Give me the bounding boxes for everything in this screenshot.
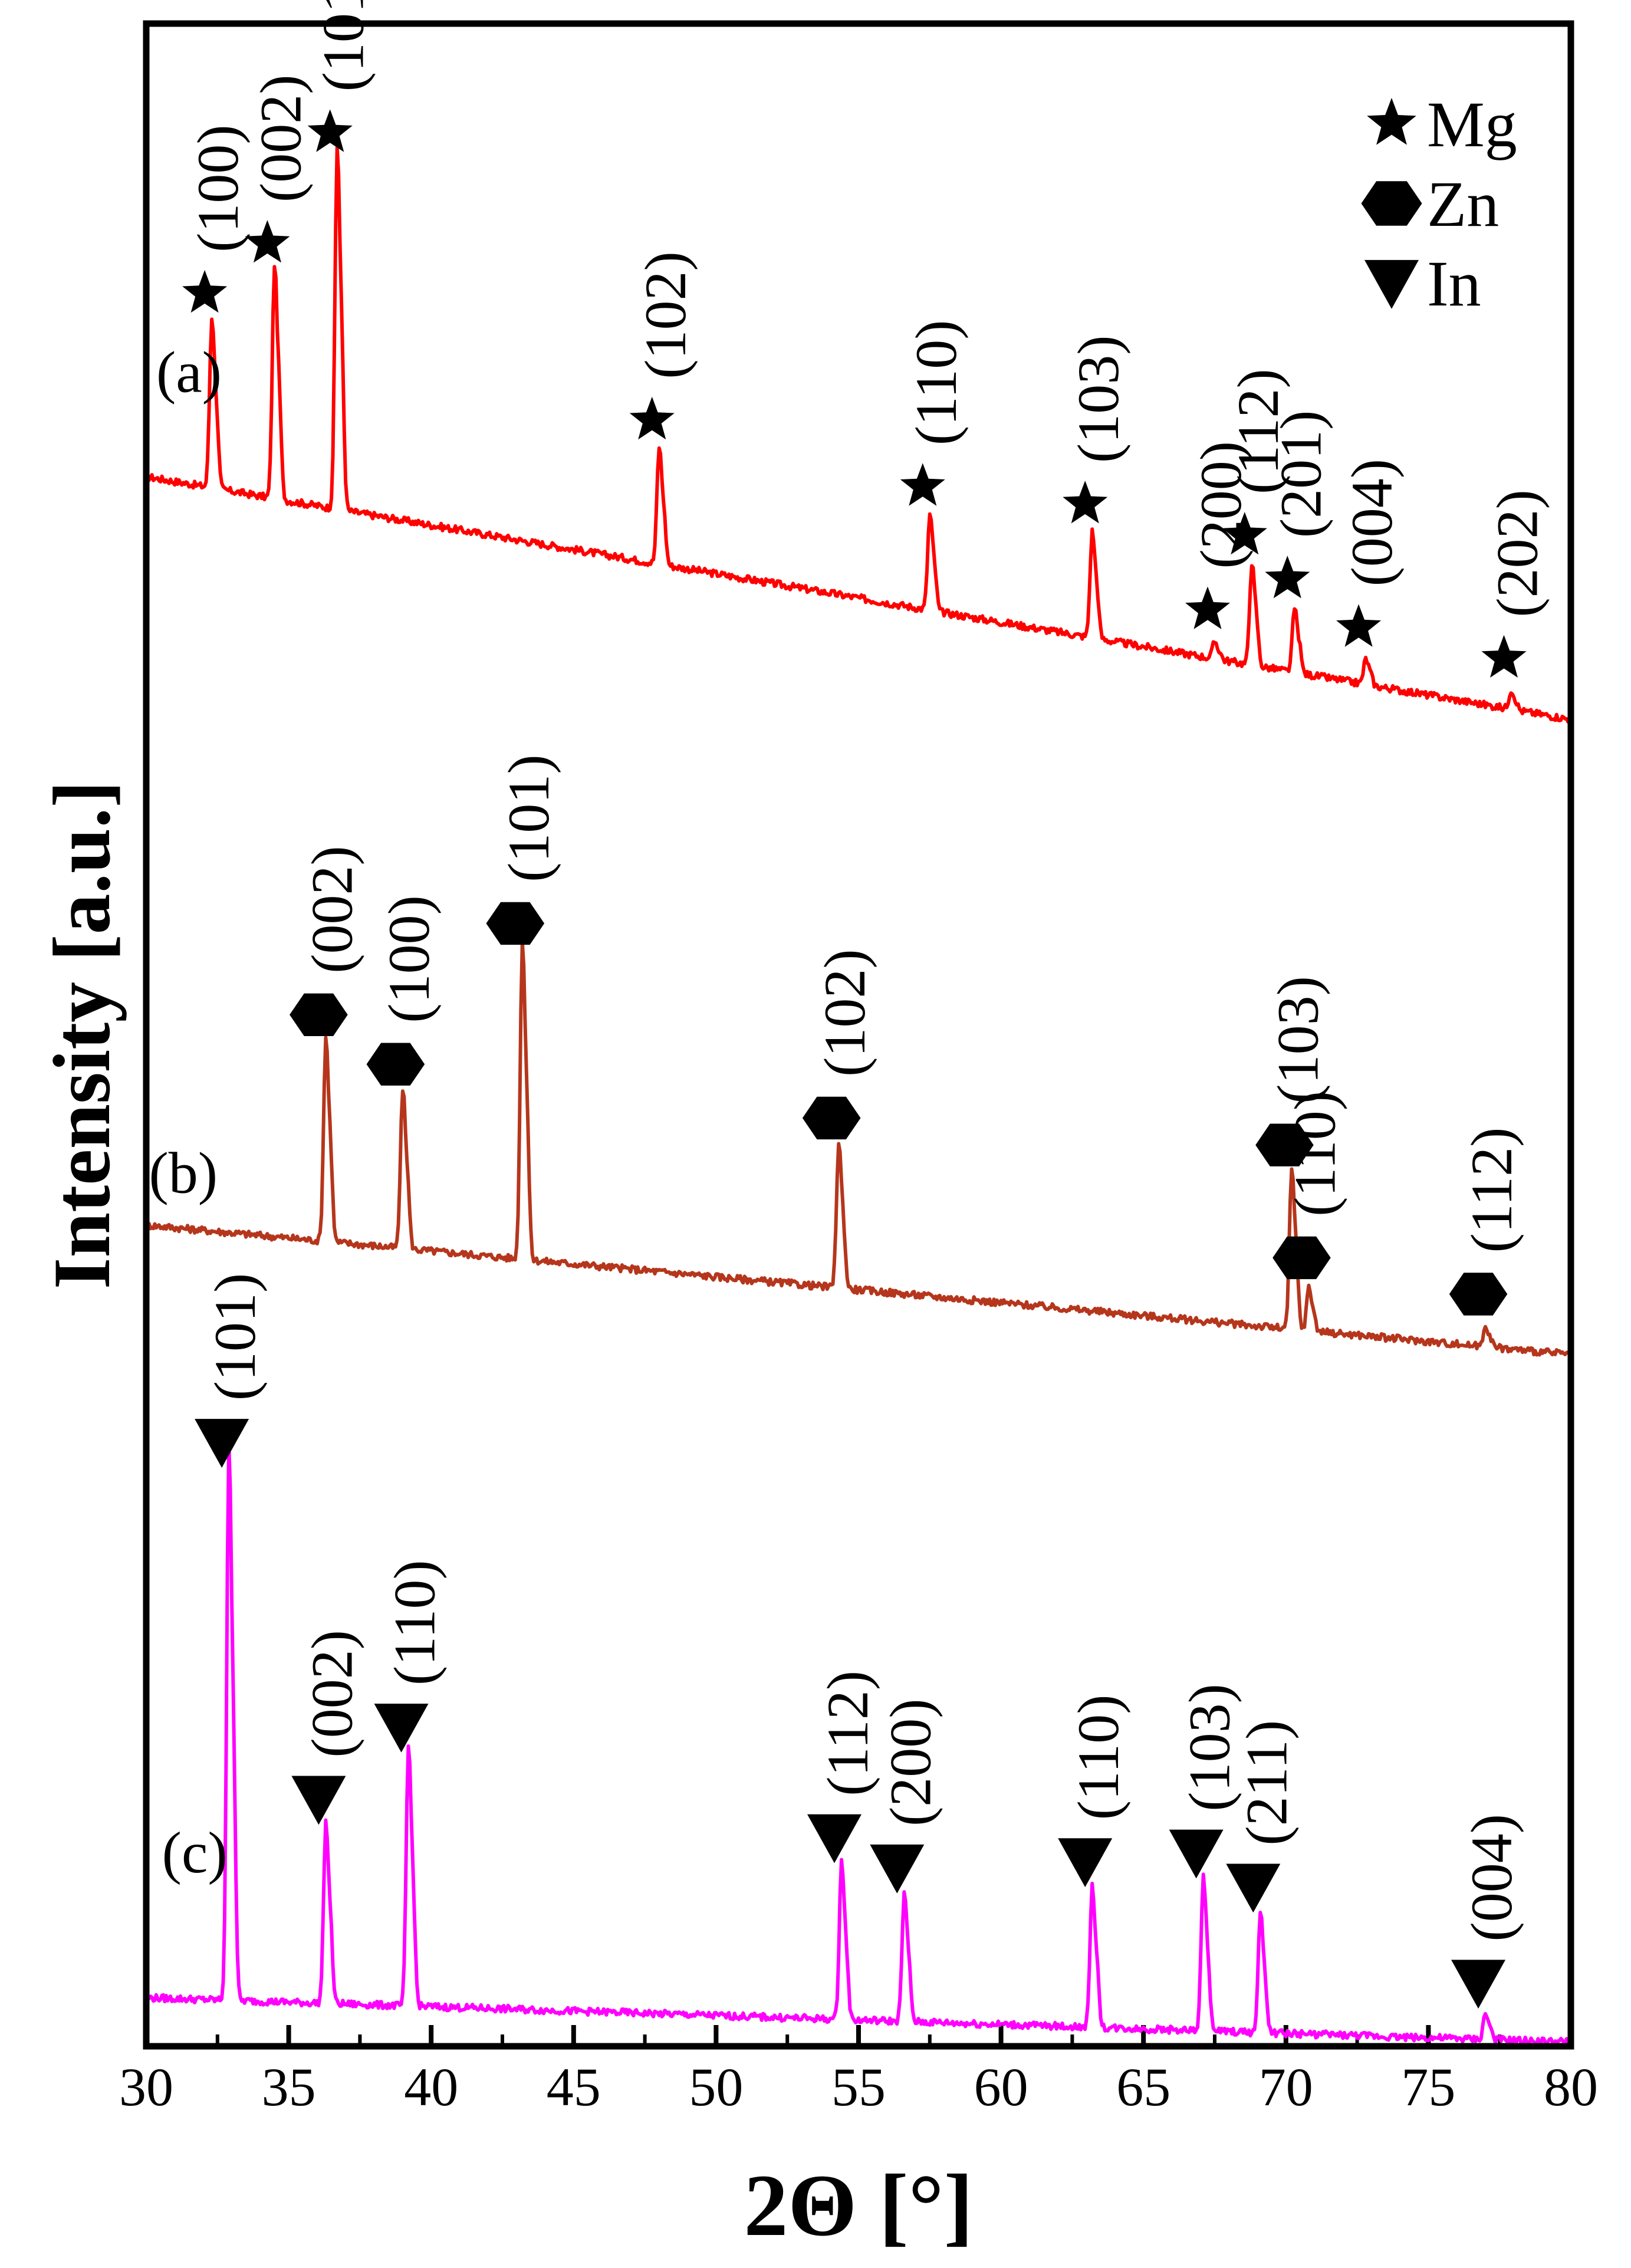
peak-marker-triangle-down [1058,1838,1113,1888]
peak-marker-star [182,269,228,313]
x-tick-label: 30 [119,2057,173,2117]
peak-label: (004) [1339,459,1405,587]
legend-label: Zn [1427,168,1499,240]
peak-marker-star [307,109,353,152]
peak-marker-hexagon [1449,1273,1508,1316]
peak-label: (110) [1283,1091,1348,1217]
legend-marker-hexagon [1361,181,1422,226]
x-tick-label: 60 [974,2057,1028,2117]
x-tick-label: 65 [1116,2057,1170,2117]
peak-label: (112) [1459,1128,1524,1253]
peak-label: (103) [1066,335,1131,463]
peak-label: (202) [1485,489,1550,617]
peak-marker-star [1222,512,1267,555]
peak-label: (112) [1225,369,1291,494]
x-tick-label: 35 [262,2057,316,2117]
peak-label: (110) [903,320,969,445]
x-tick-label: 80 [1544,2057,1598,2117]
x-tick-label: 55 [831,2057,886,2117]
peak-marker-star [1336,604,1382,647]
peak-marker-triangle-down [291,1776,346,1825]
peak-label: (200) [1188,441,1254,569]
legend-marker-star [1367,98,1416,145]
plot-frame [143,20,1574,2050]
peak-label: (100) [185,124,251,252]
peak-marker-star [1185,586,1230,629]
peak-marker-star [1481,635,1527,678]
peak-label: (110) [382,1560,448,1685]
y-axis-title: Intensity [a.u.] [37,781,127,1290]
peak-marker-hexagon [290,993,348,1036]
peak-marker-star [900,463,945,506]
peak-marker-hexagon [802,1096,861,1140]
x-tick-label: 75 [1401,2057,1455,2117]
peak-marker-triangle-down [1169,1829,1224,1879]
peak-label: (101) [202,1273,268,1401]
peak-marker-triangle-down [870,1844,925,1894]
peak-label: (002) [248,74,313,202]
x-tick-label: 70 [1259,2057,1313,2117]
peak-label: (110) [1066,1695,1131,1820]
peak-label: (002) [299,1630,364,1758]
peak-marker-star [1265,556,1310,599]
peak-label: (101) [496,754,561,882]
series-label: (c) [162,1820,228,1885]
x-tick-label: 45 [547,2057,601,2117]
x-axis-title: 2Θ [°] [744,2157,973,2254]
peak-label: (002) [299,846,364,974]
x-tick-label: 40 [404,2057,458,2117]
peak-label: (200) [877,1698,943,1826]
series-line-zn [144,939,1573,1357]
legend-marker-triangle-down [1364,259,1419,309]
peak-label: (102) [812,949,877,1077]
series-line-in [144,1442,1573,2047]
peak-label: (201) [1268,410,1333,538]
peak-marker-triangle-down [807,1814,862,1863]
peak-marker-hexagon [366,1043,425,1086]
peak-marker-triangle-down [195,1419,249,1468]
peak-marker-triangle-down [1226,1863,1281,1913]
peak-marker-triangle-down [1451,1960,1506,2009]
peak-label: (004) [1459,1814,1524,1942]
peak-marker-triangle-down [374,1704,429,1753]
peak-label: (103) [1177,1684,1242,1812]
peak-marker-hexagon [1272,1236,1331,1280]
x-tick-label: 50 [689,2057,743,2117]
peak-marker-star [245,220,290,263]
peak-marker-hexagon [486,902,545,945]
series-lines [144,146,1573,2047]
peak-marker-star [1063,481,1108,524]
peak-annotations: (a)(100)(002)(101)(102)(110) (103)(200)(1… [149,0,1550,2009]
axis-ticks: 30 35 40 45 50 55 60 65 70 75 80 [119,2025,1598,2117]
series-label: (a) [156,339,222,405]
legend-label: Mg [1427,88,1517,160]
peak-label: (102) [633,251,698,379]
peak-label: (103) [1265,976,1331,1104]
peak-marker-star [629,396,675,440]
peak-label: (100) [376,895,442,1023]
series-label: (b) [149,1140,218,1206]
peak-label: (211) [1234,1720,1299,1846]
peak-marker-hexagon [1255,1123,1314,1166]
legend-label: In [1427,248,1481,320]
legend: Mg Zn In [1361,88,1517,320]
peak-label: (101) [311,0,376,91]
peak-label: (112) [815,1671,880,1796]
series-line-mg [146,146,1573,724]
